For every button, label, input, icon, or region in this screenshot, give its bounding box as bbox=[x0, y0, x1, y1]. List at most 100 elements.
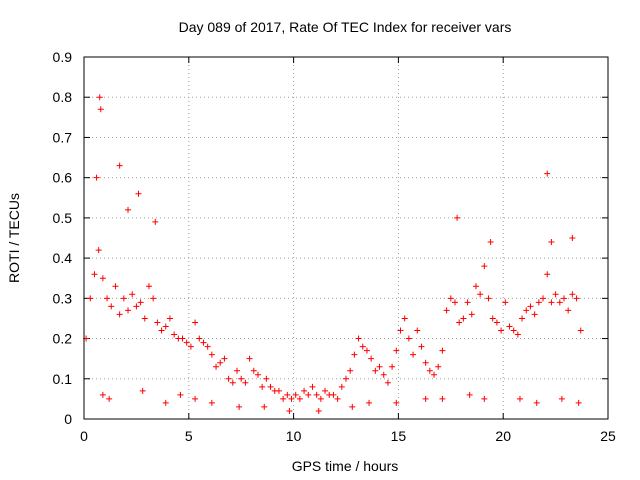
data-point bbox=[284, 391, 291, 398]
data-point bbox=[372, 367, 379, 374]
data-point bbox=[95, 247, 102, 254]
data-point bbox=[97, 106, 104, 113]
data-point bbox=[125, 307, 132, 314]
chart-title: Day 089 of 2017, Rate Of TEC Index for r… bbox=[179, 19, 512, 35]
data-point bbox=[533, 399, 540, 406]
data-point bbox=[141, 315, 148, 322]
data-point bbox=[447, 295, 454, 302]
data-point bbox=[238, 375, 245, 382]
y-tick-label: 0.9 bbox=[53, 49, 73, 65]
data-point bbox=[301, 387, 308, 394]
data-point bbox=[234, 367, 241, 374]
x-axis-label: GPS time / hours bbox=[292, 458, 399, 474]
data-point bbox=[405, 335, 412, 342]
data-point bbox=[162, 399, 169, 406]
data-point bbox=[506, 323, 513, 330]
data-point bbox=[106, 395, 113, 402]
data-point bbox=[280, 395, 287, 402]
y-tick-label: 0.8 bbox=[53, 89, 73, 105]
data-point bbox=[443, 307, 450, 314]
data-point bbox=[516, 395, 523, 402]
data-point bbox=[87, 295, 94, 302]
data-point bbox=[139, 387, 146, 394]
data-point bbox=[514, 331, 521, 338]
data-point bbox=[510, 327, 517, 334]
data-point bbox=[192, 319, 199, 326]
data-point bbox=[261, 403, 268, 410]
data-point bbox=[229, 379, 236, 386]
data-point bbox=[120, 295, 127, 302]
data-point bbox=[137, 299, 144, 306]
data-point bbox=[573, 295, 580, 302]
grid-lines bbox=[84, 57, 608, 419]
data-point bbox=[384, 379, 391, 386]
data-point bbox=[569, 291, 576, 298]
data-point bbox=[183, 339, 190, 346]
data-point bbox=[116, 311, 123, 318]
data-point bbox=[477, 291, 484, 298]
data-point bbox=[158, 327, 165, 334]
data-point bbox=[162, 323, 169, 330]
data-point bbox=[93, 174, 100, 181]
data-point bbox=[393, 399, 400, 406]
data-point bbox=[292, 391, 299, 398]
data-point bbox=[351, 351, 358, 358]
data-point bbox=[288, 395, 295, 402]
data-point bbox=[359, 343, 366, 350]
data-point bbox=[435, 363, 442, 370]
data-point bbox=[426, 367, 433, 374]
data-point bbox=[135, 190, 142, 197]
data-point bbox=[309, 383, 316, 390]
data-point bbox=[208, 399, 215, 406]
data-point bbox=[531, 311, 538, 318]
data-point bbox=[489, 315, 496, 322]
data-point bbox=[466, 391, 473, 398]
x-tick-label: 10 bbox=[286, 428, 302, 444]
data-point bbox=[236, 403, 243, 410]
data-point bbox=[315, 407, 322, 414]
data-point bbox=[472, 283, 479, 290]
x-tick-label: 5 bbox=[185, 428, 193, 444]
data-point bbox=[187, 343, 194, 350]
data-point bbox=[565, 307, 572, 314]
data-point bbox=[368, 355, 375, 362]
y-tick-label: 0.6 bbox=[53, 170, 73, 186]
data-point bbox=[246, 355, 253, 362]
data-point bbox=[366, 399, 373, 406]
data-point bbox=[112, 283, 119, 290]
data-point bbox=[116, 162, 123, 169]
data-point bbox=[439, 347, 446, 354]
data-point bbox=[363, 347, 370, 354]
x-tick-label: 0 bbox=[80, 428, 88, 444]
data-point bbox=[544, 170, 551, 177]
data-point bbox=[569, 235, 576, 241]
data-point bbox=[464, 299, 471, 306]
data-point bbox=[376, 363, 383, 370]
data-point bbox=[410, 351, 417, 358]
data-point bbox=[108, 303, 115, 310]
data-point bbox=[338, 383, 345, 390]
data-point bbox=[213, 363, 220, 370]
data-point bbox=[456, 319, 463, 326]
y-tick-label: 0 bbox=[64, 411, 72, 427]
data-point bbox=[422, 359, 429, 366]
data-point bbox=[91, 271, 98, 278]
data-point bbox=[556, 299, 563, 306]
data-point bbox=[317, 395, 324, 402]
axis-ticks: 0 0.1 0.2 0.3 0.4 0.5 0.6 0.7 0.8 0.9 0 5 10 15 20 25 bbox=[53, 49, 616, 444]
data-point bbox=[552, 291, 559, 298]
data-point bbox=[481, 395, 488, 402]
plot-area bbox=[83, 94, 584, 414]
data-point bbox=[439, 395, 446, 402]
data-point bbox=[150, 295, 157, 302]
data-point bbox=[330, 391, 337, 398]
data-point bbox=[523, 307, 530, 314]
y-tick-label: 0.5 bbox=[53, 210, 73, 226]
data-point bbox=[200, 339, 207, 346]
data-point bbox=[502, 299, 509, 306]
data-point bbox=[451, 299, 458, 306]
data-point bbox=[221, 355, 228, 362]
data-point bbox=[259, 383, 266, 390]
data-point bbox=[129, 291, 136, 298]
